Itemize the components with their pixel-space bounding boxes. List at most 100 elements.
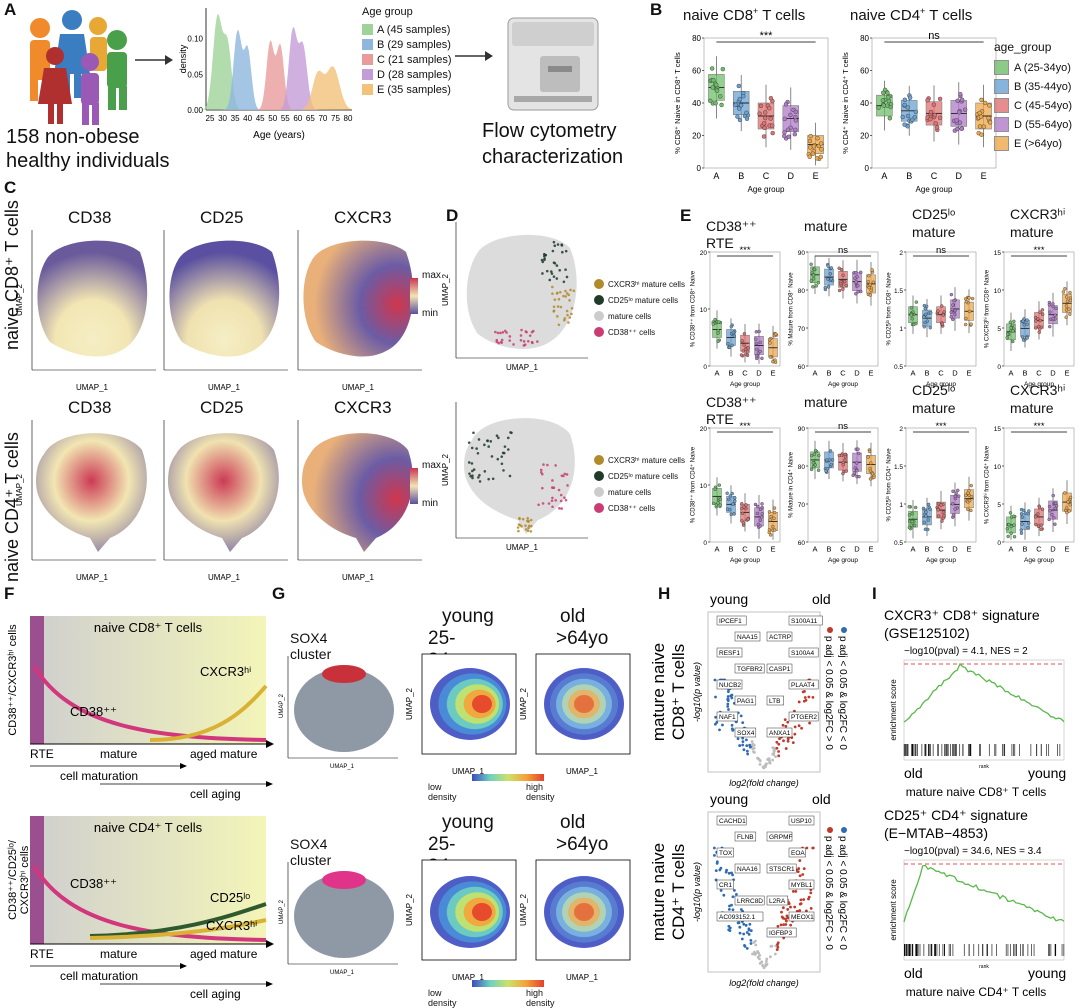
point xyxy=(719,102,724,108)
xlabel: Age group xyxy=(730,381,760,388)
gene-label: PLAAT4 xyxy=(791,682,815,689)
volcano-point xyxy=(742,922,746,926)
point xyxy=(768,96,774,101)
point xyxy=(1034,326,1038,330)
boxplot-naive-cd4: 0 20 40 60 80 A B C D Ens Age group % CD4⁺ Naive in… xyxy=(841,30,997,194)
point xyxy=(958,91,963,97)
point xyxy=(1064,506,1069,510)
cluster-point xyxy=(555,277,559,280)
point xyxy=(745,353,750,358)
point xyxy=(841,287,845,291)
f-ylabel: CD38⁺⁺/CXCR3ʰⁱ cells xyxy=(7,624,19,736)
volcano-point xyxy=(791,889,795,893)
volcano-point xyxy=(731,895,735,899)
umap-ylabel: UMAP_2 xyxy=(441,453,450,486)
xtick: B xyxy=(728,369,733,378)
point xyxy=(956,110,962,115)
point xyxy=(742,343,746,347)
point xyxy=(1048,509,1052,513)
cluster-point xyxy=(522,344,526,347)
gene-label: GRPMF xyxy=(769,834,793,841)
b-legend: A (25-34yo) B (35-44yo) C (45-54yo) D (55-6… xyxy=(994,58,1072,153)
h-ylabel: -log10(p value) xyxy=(692,662,702,722)
d-legend-item: CXCR3ʰⁱ mature cells xyxy=(594,452,685,468)
rte-band xyxy=(30,816,44,944)
point xyxy=(940,304,944,308)
point xyxy=(942,513,946,518)
point xyxy=(810,453,814,458)
ytick: 1 xyxy=(899,502,903,509)
volcano-point xyxy=(727,924,731,928)
gene-label: USP10 xyxy=(791,818,812,825)
point xyxy=(808,145,813,150)
xtick: B xyxy=(728,545,733,554)
point xyxy=(782,130,787,135)
volcano-point xyxy=(771,752,775,756)
point xyxy=(970,296,975,301)
point xyxy=(812,267,817,272)
volcano-point xyxy=(742,932,746,936)
point xyxy=(909,306,914,310)
gsea-ylabel: enrichment score xyxy=(889,879,898,941)
point xyxy=(754,330,759,334)
point xyxy=(768,341,772,345)
point xyxy=(982,100,988,106)
volcano-point xyxy=(733,888,736,892)
umap-ylabel: UMAP_2 xyxy=(15,473,24,506)
point xyxy=(1052,516,1056,520)
d-legend-swatch xyxy=(594,311,604,321)
point xyxy=(767,337,772,342)
cluster-point xyxy=(471,474,474,477)
point xyxy=(746,346,750,350)
point xyxy=(829,277,833,281)
volcano-point xyxy=(749,929,753,933)
significance: ns xyxy=(838,421,848,432)
volcano-point xyxy=(727,907,731,911)
point xyxy=(905,113,911,119)
point xyxy=(924,510,928,514)
point xyxy=(811,465,816,469)
volcano-point xyxy=(802,898,806,901)
volcano-point xyxy=(791,741,795,745)
volcano-point xyxy=(712,846,716,850)
point xyxy=(987,103,992,108)
d-legend-swatch xyxy=(594,503,604,513)
ytick: 10 xyxy=(994,464,1002,471)
xtick: B xyxy=(826,369,831,378)
xtick: B xyxy=(924,545,929,554)
cluster-point xyxy=(551,505,554,509)
d-legend-item: mature cells xyxy=(594,484,685,500)
people-icon xyxy=(30,10,127,125)
volcano-point xyxy=(807,695,811,699)
cluster-point xyxy=(564,249,568,253)
xtick: D xyxy=(788,171,795,181)
volcano-point xyxy=(767,757,771,761)
point xyxy=(951,502,955,506)
cxcr3-label: CXCR3ʰⁱ xyxy=(200,664,251,679)
point xyxy=(717,320,721,324)
point xyxy=(925,98,930,103)
volcano-point xyxy=(801,873,805,876)
h-young: young xyxy=(710,791,748,807)
cluster-point xyxy=(500,455,504,458)
xtick: D xyxy=(952,545,958,554)
volcano-point xyxy=(738,925,742,929)
cluster-point xyxy=(500,338,504,342)
point xyxy=(807,138,813,144)
point xyxy=(969,495,974,499)
d-legend-item: CXCR3ʰⁱ mature cells xyxy=(594,276,685,292)
point xyxy=(1019,512,1024,516)
cluster-point xyxy=(551,292,554,295)
point xyxy=(1026,512,1031,516)
xtick: A xyxy=(714,369,719,378)
point xyxy=(922,315,926,319)
point xyxy=(1038,318,1043,323)
point xyxy=(708,98,713,104)
point xyxy=(1040,312,1045,317)
point xyxy=(713,317,717,322)
c-row-cd4: naive CD4⁺ T cells xyxy=(2,432,22,582)
cluster-point xyxy=(556,305,560,308)
point xyxy=(718,94,723,99)
cluster-point xyxy=(491,477,495,481)
point xyxy=(793,114,798,120)
